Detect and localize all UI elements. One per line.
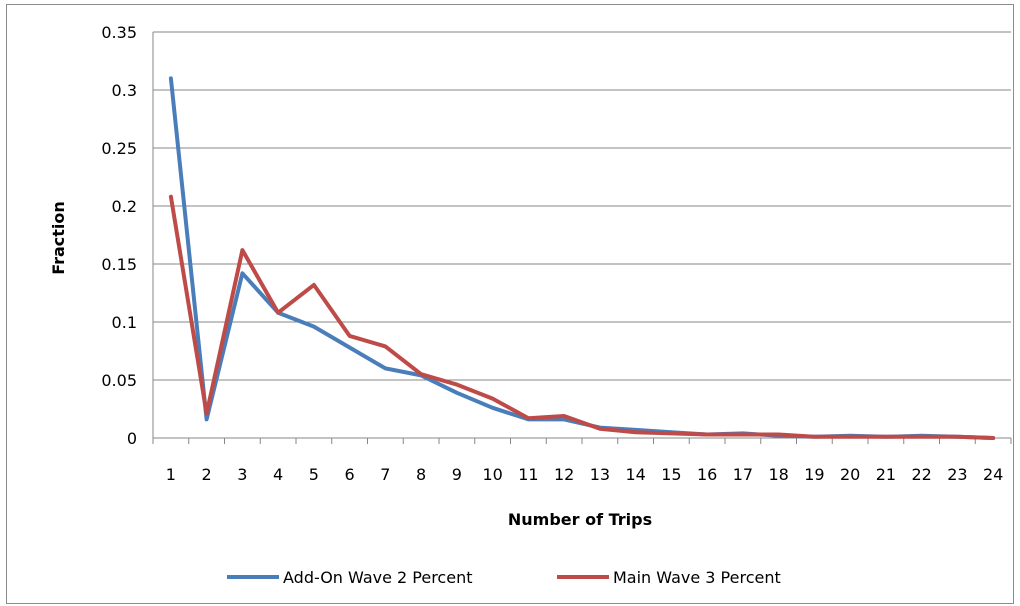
x-tick-label: 22 [911,465,931,484]
plot-area: 1 2 3 4 5 6 7 8 9 10 11 12 13 14 15 16 17 18 19 20 21 22 23 24 … [101,23,1012,484]
legend-label-add-on: Add-On Wave 2 Percent [283,568,472,587]
series-lines [168,76,996,440]
x-tick-label: 3 [237,465,247,484]
legend: Add-On Wave 2 Percent Main Wave 3 Percen… [227,568,781,587]
series-line-main [168,194,996,440]
gridlines [153,31,1011,381]
legend-label-main: Main Wave 3 Percent [613,568,781,587]
x-tick-label: 9 [452,465,462,484]
x-tick-label: 8 [416,465,426,484]
x-tick-label: 10 [482,465,502,484]
y-tick-label: 0.3 [112,81,137,100]
x-tick-label: 12 [554,465,574,484]
x-tick-label: 18 [768,465,788,484]
x-tick-label: 4 [273,465,283,484]
x-tick-label: 17 [733,465,753,484]
y-tick-label: 0.15 [101,255,137,274]
x-tick-label: 11 [518,465,538,484]
x-tick-label: 7 [380,465,390,484]
x-tick-label: 19 [804,465,824,484]
x-tick-label: 21 [876,465,896,484]
x-axis: 1 2 3 4 5 6 7 8 9 10 11 12 13 14 15 16 17 18 19 20 21 22 23 24 [152,437,1012,484]
x-tick-label: 14 [625,465,645,484]
plot-background [153,32,1011,438]
y-tick-label: 0 [127,429,137,448]
line-chart: 1 2 3 4 5 6 7 8 9 10 11 12 13 14 15 16 17 18 19 20 21 22 23 24 … [49,23,1012,587]
y-tick-label: 0.1 [112,313,137,332]
y-tick-label: 0.35 [101,23,137,42]
y-tick-label: 0.05 [101,371,137,390]
y-axis-title: Fraction [49,201,68,275]
x-axis-title: Number of Trips [508,510,652,529]
x-tick-label: 6 [345,465,355,484]
x-tick-label: 23 [947,465,967,484]
y-tick-label: 0.25 [101,139,137,158]
chart-frame: 1 2 3 4 5 6 7 8 9 10 11 12 13 14 15 16 17 18 19 20 21 22 23 24 … [6,4,1014,604]
x-tick-label: 24 [983,465,1003,484]
y-tick-label: 0.2 [112,197,137,216]
x-tick-label: 1 [166,465,176,484]
x-tick-label: 20 [840,465,860,484]
x-tick-label: 5 [309,465,319,484]
x-tick-label: 16 [697,465,717,484]
x-tick-label: 13 [590,465,610,484]
x-tick-label: 2 [202,465,212,484]
y-axis: 0 0.05 0.1 0.15 0.2 0.25 0.3 0.35 [101,23,154,448]
x-tick-label: 15 [661,465,681,484]
